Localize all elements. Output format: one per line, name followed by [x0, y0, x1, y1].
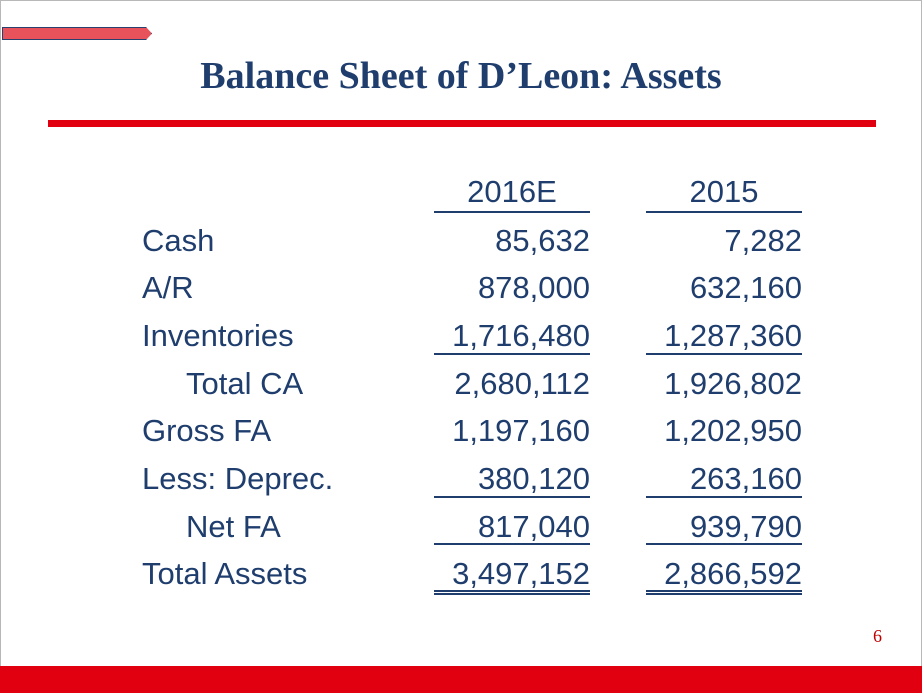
row-label-gross-fa: Gross FA [142, 413, 272, 448]
inventories-2015-value: 1,287,360 [664, 318, 802, 353]
deprec-rule-2016e [434, 496, 590, 498]
ar-2015-value: 632,160 [689, 270, 802, 305]
header-rule-2015 [646, 211, 802, 213]
gross-fa-2015-value: 1,202,950 [664, 413, 802, 448]
net-fa-2015-value: 939,790 [689, 509, 802, 544]
total-ca-2015-value: 1,926,802 [664, 366, 802, 401]
deprec-rule-2015 [646, 496, 802, 498]
row-label-net-fa: Net FA [186, 509, 281, 544]
header-rule-2016e [434, 211, 590, 213]
net-fa-rule-2015 [646, 543, 802, 545]
total-assets-2015-value: 2,866,592 [664, 556, 802, 591]
cash-2016e-value: 85,632 [495, 223, 590, 258]
total-assets-2016e-value: 3,497,152 [452, 556, 590, 591]
page-number: 6 [873, 626, 882, 646]
inventories-rule-2016e [434, 353, 590, 355]
inventories-rule-2015 [646, 353, 802, 355]
gross-fa-2016e-value: 1,197,160 [452, 413, 590, 448]
total-assets-double-rule-2015 [646, 590, 802, 595]
ar-2016e-value: 878,000 [477, 270, 590, 305]
title-underline-rule [48, 120, 876, 127]
less-deprec-2015-value: 263,160 [689, 461, 802, 496]
net-fa-2016e-value: 817,040 [477, 509, 590, 544]
net-fa-rule-2016e [434, 543, 590, 545]
slide-title: Balance Sheet of D’Leon: Assets [200, 55, 722, 97]
row-label-total-assets: Total Assets [142, 556, 308, 591]
row-label-total-ca: Total CA [186, 366, 304, 401]
total-ca-2016e-value: 2,680,112 [454, 366, 590, 401]
corner-tab-decoration [2, 27, 152, 40]
row-label-inventories: Inventories [142, 318, 294, 353]
footer-bar [0, 666, 922, 693]
cash-2015-value: 7,282 [724, 223, 802, 258]
column-header-2015: 2015 [689, 174, 759, 209]
total-assets-double-rule-2016e [434, 590, 590, 595]
column-header-2016e: 2016E [467, 174, 557, 209]
inventories-2016e-value: 1,716,480 [452, 318, 590, 353]
row-label-less-deprec: Less: Deprec. [142, 461, 334, 496]
row-label-ar: A/R [142, 270, 194, 305]
row-label-cash: Cash [142, 223, 215, 258]
less-deprec-2016e-value: 380,120 [477, 461, 590, 496]
